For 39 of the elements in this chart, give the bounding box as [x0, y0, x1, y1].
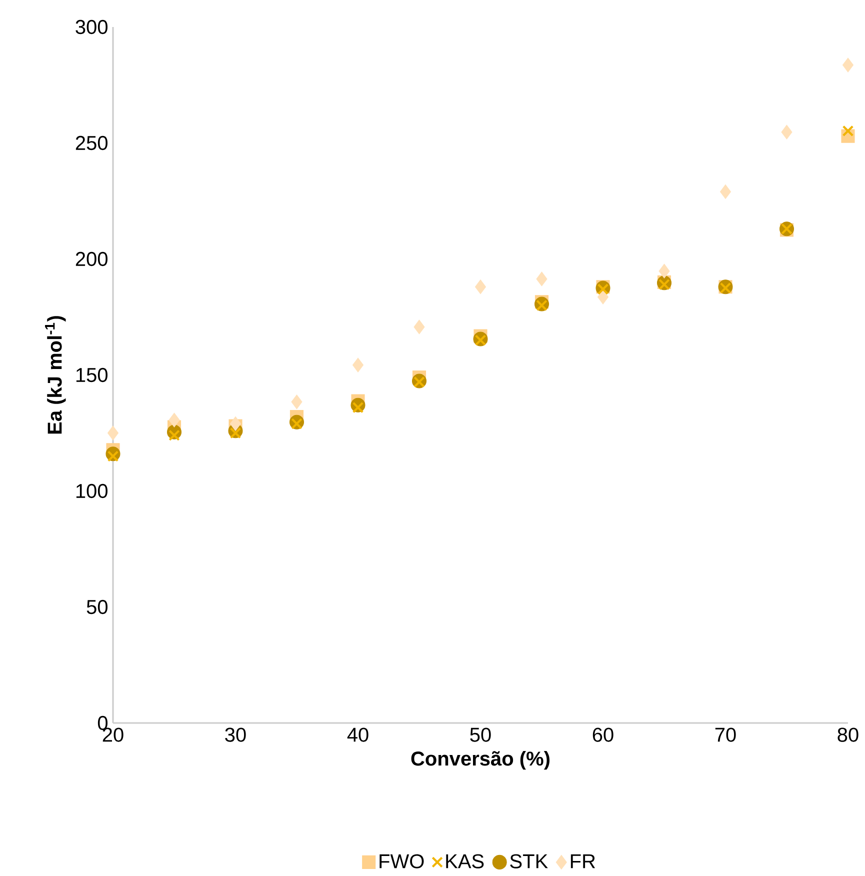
point	[474, 280, 486, 294]
point	[658, 264, 670, 278]
point	[658, 278, 670, 290]
point	[352, 402, 364, 414]
x-axis-title: Conversão (%)	[411, 751, 550, 770]
x-tick-label: 80	[838, 728, 858, 742]
point	[291, 394, 302, 410]
point	[230, 416, 242, 431]
point	[597, 290, 609, 304]
y-tick-label: 250	[76, 136, 108, 150]
point	[781, 124, 792, 140]
point	[168, 412, 180, 428]
point	[230, 427, 242, 439]
point	[536, 300, 548, 312]
y-tick-label: 50	[86, 600, 108, 614]
legend-label: FWO	[380, 854, 424, 868]
y-tick-label: 300	[76, 20, 108, 34]
point	[168, 430, 180, 441]
point	[536, 272, 548, 286]
point	[107, 426, 119, 440]
x-tick-label: 70	[715, 728, 736, 742]
y-tick-label: 150	[76, 368, 108, 382]
x-tick-label: 50	[470, 728, 491, 742]
point	[474, 334, 486, 346]
x-tick-label: 30	[225, 728, 246, 742]
y-axis-title: Ea (kJ mol$^{-1}$)	[45, 316, 66, 434]
legend-label: STK	[510, 854, 548, 868]
point	[842, 125, 854, 137]
x-tick-label: 60	[592, 728, 614, 742]
legend-label: KAS	[446, 854, 484, 868]
point	[107, 450, 119, 462]
y-tick-label: 100	[76, 484, 108, 498]
legend-label: FR	[570, 854, 596, 868]
y-tick-label: 200	[76, 252, 108, 266]
point	[842, 58, 854, 72]
point	[352, 358, 364, 372]
x-tick-label: 40	[347, 728, 368, 742]
point	[720, 184, 732, 199]
point	[414, 320, 425, 334]
